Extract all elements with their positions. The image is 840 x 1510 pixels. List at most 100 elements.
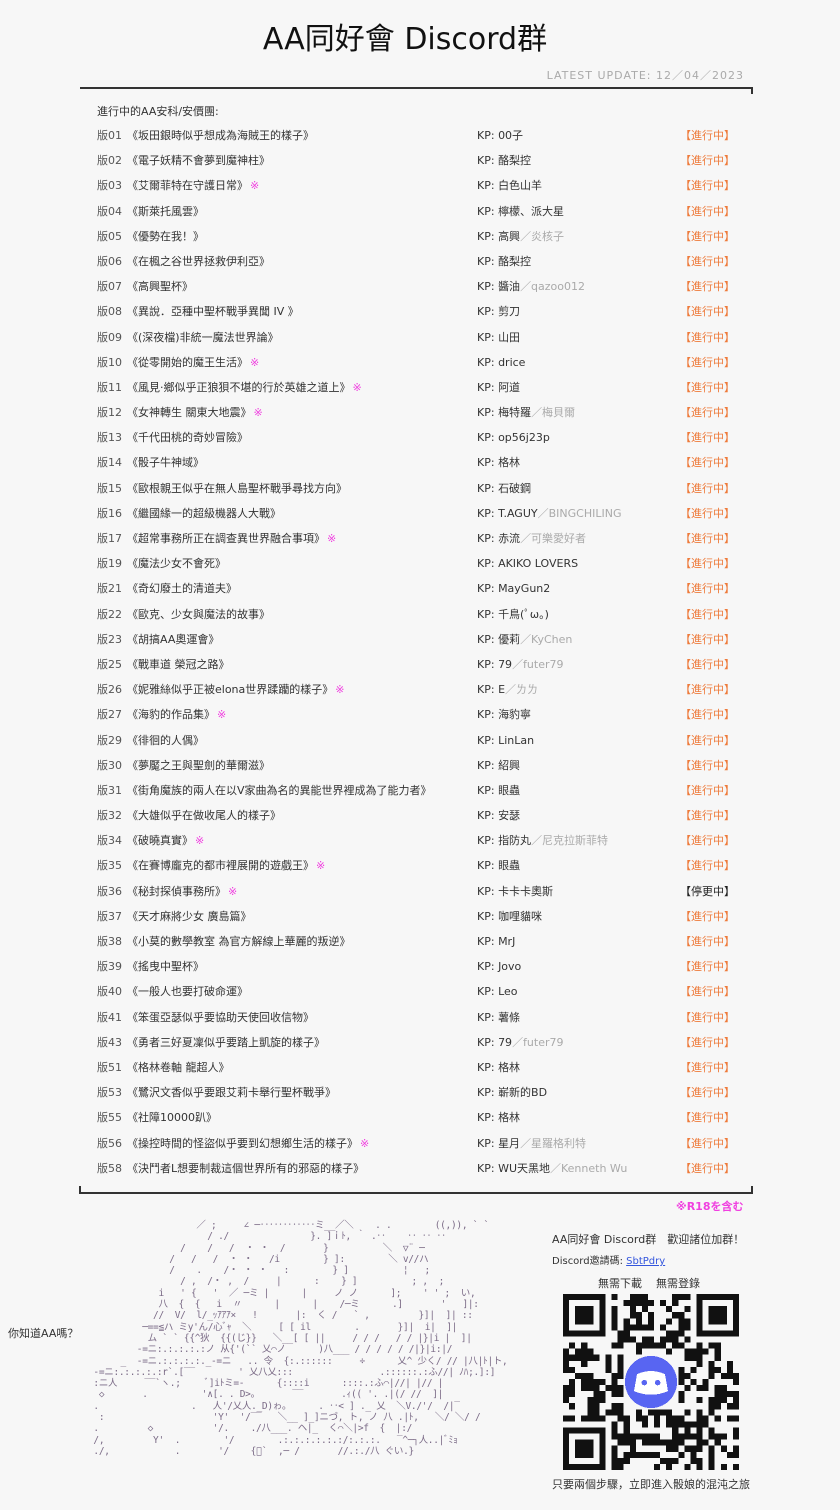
session-title[interactable]: 版14 《骰子牛神域》 xyxy=(97,455,206,471)
session-title[interactable]: 版40 《一般人也要打破命運》 xyxy=(97,984,250,1000)
session-title[interactable]: 版35 《在賽博龐克的都市裡展開的遊戲王》 ※ xyxy=(97,858,325,874)
session-title[interactable]: 版56 《操控時間的怪盜似乎要到幻想鄉生活的樣子》 ※ xyxy=(97,1136,369,1152)
session-title[interactable]: 版21 《奇幻廢土的清道夫》 xyxy=(97,581,239,597)
session-title[interactable]: 版34 《破曉真實》 ※ xyxy=(97,833,204,849)
kp-label: KP: xyxy=(477,154,499,168)
list-item: 版10 《從零開始的魔王生活》 ※ KP: drice 【進行中】 xyxy=(0,355,840,380)
kp-label: KP: xyxy=(477,380,499,394)
session-title[interactable]: 版05 《優勢在我！》 xyxy=(97,229,206,245)
board-number: 版36 xyxy=(97,884,122,898)
kp-label: KP: xyxy=(477,985,499,999)
kp-label: KP: xyxy=(477,532,499,545)
list-item: 版23 《胡搞AA奧運會》 KP: 優莉／KyChen 【進行中】 xyxy=(0,632,840,657)
title-text: 《一般人也要打破命運》 xyxy=(127,985,248,999)
session-title[interactable]: 版06 《在楓之谷世界拯救伊利亞》 xyxy=(97,254,272,270)
session-title[interactable]: 版41 《笨蛋亞瑟似乎要協助天使回收信物》 xyxy=(97,1010,316,1026)
session-title[interactable]: 版38 《小莫的數學教室 為官方解線上華麗的叛逆》 xyxy=(97,934,353,950)
title-text: 《歐克、少女與魔法的故事》 xyxy=(127,607,270,621)
kp-name: 海豹寧 xyxy=(498,708,532,722)
session-title[interactable]: 版37 《天才麻將少女 廣島篇》 xyxy=(97,909,254,925)
keeper: KP: 79／futer79 xyxy=(477,657,564,673)
keeper: KP: 白色山羊 xyxy=(477,178,542,194)
list-item: 版15 《歐根親王似乎在無人島聖杯戰爭尋找方向》 KP: 石破鋼 【進行中】 xyxy=(0,481,840,506)
kp-secondary: ／futer79 xyxy=(512,657,564,671)
board-number: 版25 xyxy=(97,657,122,671)
kp-label: KP: xyxy=(477,1136,499,1150)
board-number: 版21 xyxy=(97,582,122,596)
session-title[interactable]: 版30 《夢魘之王與聖劍的華爾滋》 xyxy=(97,758,272,774)
ascii-art-line: ム ` ` {{^狄 {{(じ}} ＼__[ [ || / / / / / |}… xyxy=(88,1332,472,1344)
session-title[interactable]: 版19 《魔法少女不會死》 xyxy=(97,556,228,572)
session-title[interactable]: 版16 《繼國緣一的超級機器人大戰》 xyxy=(97,506,283,522)
session-title[interactable]: 版13 《千代田桃的奇妙冒險》 xyxy=(97,430,250,446)
title-text: 《魔法少女不會死》 xyxy=(127,557,226,571)
kp-label: KP: xyxy=(477,909,499,923)
session-title[interactable]: 版26 《妮雅絲似乎正被elona世界蹂躪的樣子》 ※ xyxy=(97,682,344,698)
status-badge: 【進行中】 xyxy=(680,607,735,621)
session-title[interactable]: 版02 《電子妖精不會夢到魔神柱》 xyxy=(97,153,272,169)
session-title[interactable]: 版09 《(深夜檔)非統一魔法世界論》 xyxy=(97,330,281,346)
list-item: 版04 《斯萊托風雲》 KP: 檸檬、派大星 【進行中】 xyxy=(0,204,840,229)
list-item: 版56 《操控時間的怪盜似乎要到幻想鄉生活的樣子》 ※ KP: 星月／星羅格利特 【進行… xyxy=(0,1136,840,1161)
status-badge: 【進行中】 xyxy=(680,1161,735,1175)
r18-mark: ※ xyxy=(228,884,238,898)
session-title[interactable]: 版12 《女神轉生 關東大地震》 ※ xyxy=(97,405,263,421)
kp-label: KP: xyxy=(477,506,499,520)
session-title[interactable]: 版15 《歐根親王似乎在無人島聖杯戰爭尋找方向》 xyxy=(97,481,349,497)
session-title[interactable]: 版25 《戰車道 榮冠之路》 xyxy=(97,657,232,673)
title-text: 《(深夜檔)非統一魔法世界論》 xyxy=(127,330,279,344)
board-number: 版35 xyxy=(97,859,122,873)
keeper: KP: 酪梨控 xyxy=(477,254,531,270)
discord-qr-code[interactable] xyxy=(563,1294,739,1470)
kp-label: KP: xyxy=(477,834,499,848)
ascii-art-line: ─==≦ハ ミy'ん/心ﾞｬ ＼ [ [ il . }]| i| ]| xyxy=(88,1321,458,1333)
ascii-art-line: / / / ・ ・ /i } ]: ＼ v//ハ xyxy=(88,1253,429,1265)
keeper: KP: 格林 xyxy=(477,1060,520,1076)
status-badge: 【進行中】 xyxy=(680,909,735,923)
session-title[interactable]: 版01 《坂田銀時似乎想成為海賊王的樣子》 xyxy=(97,128,316,144)
session-title[interactable]: 版32 《大雄似乎在做收尾人的樣子》 xyxy=(97,808,283,824)
session-title[interactable]: 版22 《歐克、少女與魔法的故事》 xyxy=(97,607,272,623)
kp-secondary: ／qazoo012 xyxy=(520,280,586,294)
list-item: 版55 《社障10000趴》 KP: 格林 【進行中】 xyxy=(0,1110,840,1135)
status-badge: 【進行中】 xyxy=(680,506,735,520)
session-title[interactable]: 版08 《異說．亞種中聖杯戰爭異聞 IV 》 xyxy=(97,304,301,320)
session-title[interactable]: 版31 《街角魔族的兩人在以V家曲為名的異能世界裡成為了能力者》 xyxy=(97,783,434,799)
keeper: KP: MayGun2 xyxy=(477,581,550,597)
session-title[interactable]: 版23 《胡搞AA奧運會》 xyxy=(97,632,221,648)
keeper: KP: 梅特羅／梅貝爾 xyxy=(477,405,575,421)
session-title[interactable]: 版39 《搖曳中聖杯》 xyxy=(97,959,206,975)
kp-label: KP: xyxy=(477,859,499,873)
session-title[interactable]: 版36 《秘封探偵事務所》 ※ xyxy=(97,884,237,900)
session-title[interactable]: 版58 《決鬥者L想要制裁這個世界所有的邪惡的樣子》 xyxy=(97,1161,366,1177)
keeper: KP: 紹興 xyxy=(477,758,520,774)
title-text: 《妮雅絲似乎正被elona世界蹂躪的樣子》 xyxy=(127,683,334,697)
invite-line: Discord邀請碼: SbtPdry xyxy=(552,1256,665,1268)
keeper: KP: 眼蟲 xyxy=(477,783,520,799)
session-title[interactable]: 版03 《艾爾菲特在守護日常》 ※ xyxy=(97,178,259,194)
session-title[interactable]: 版07 《高興聖杯》 xyxy=(97,279,195,295)
session-title[interactable]: 版17 《超常事務所正在調查異世界融合事項》 ※ xyxy=(97,531,336,547)
session-title[interactable]: 版43 《勇者三好夏凜似乎要踏上凱旋的樣子》 xyxy=(97,1035,327,1051)
session-title[interactable]: 版53 《鷺沢文香似乎要跟艾莉卡舉行聖杯戰爭》 xyxy=(97,1085,338,1101)
session-title[interactable]: 版04 《斯萊托風雲》 xyxy=(97,204,206,220)
title-text: 《天才麻將少女 廣島篇》 xyxy=(127,909,252,923)
board-number: 版02 xyxy=(97,154,122,168)
session-title[interactable]: 版10 《從零開始的魔王生活》 ※ xyxy=(97,355,259,371)
title-text: 《從零開始的魔王生活》 xyxy=(127,355,248,369)
invite-code-link[interactable]: SbtPdry xyxy=(626,1256,666,1267)
session-title[interactable]: 版11 《風見‧鄉似乎正狼狽不堪的行於英雄之道上》 ※ xyxy=(97,380,362,396)
title-text: 《艾爾菲特在守護日常》 xyxy=(127,179,248,193)
list-item: 版01 《坂田銀時似乎想成為海賊王的樣子》 KP: 00子 【進行中】 xyxy=(0,128,840,153)
session-title[interactable]: 版51 《格林卷軸 龍超人》 xyxy=(97,1060,232,1076)
title-text: 《千代田桃的奇妙冒險》 xyxy=(127,431,248,445)
kp-name: 酪梨控 xyxy=(498,154,532,168)
session-title[interactable]: 版55 《社障10000趴》 xyxy=(97,1110,219,1126)
list-item: 版09 《(深夜檔)非統一魔法世界論》 KP: 山田 【進行中】 xyxy=(0,330,840,355)
session-title[interactable]: 版29 《徘徊的人偶》 xyxy=(97,733,206,749)
session-title[interactable]: 版27 《海豹的作品集》 ※ xyxy=(97,707,226,723)
kp-name: 紹興 xyxy=(498,758,521,772)
kp-label: KP: xyxy=(477,960,499,974)
title-text: 《在楓之谷世界拯救伊利亞》 xyxy=(127,254,270,268)
r18-mark: ※ xyxy=(360,1136,370,1150)
